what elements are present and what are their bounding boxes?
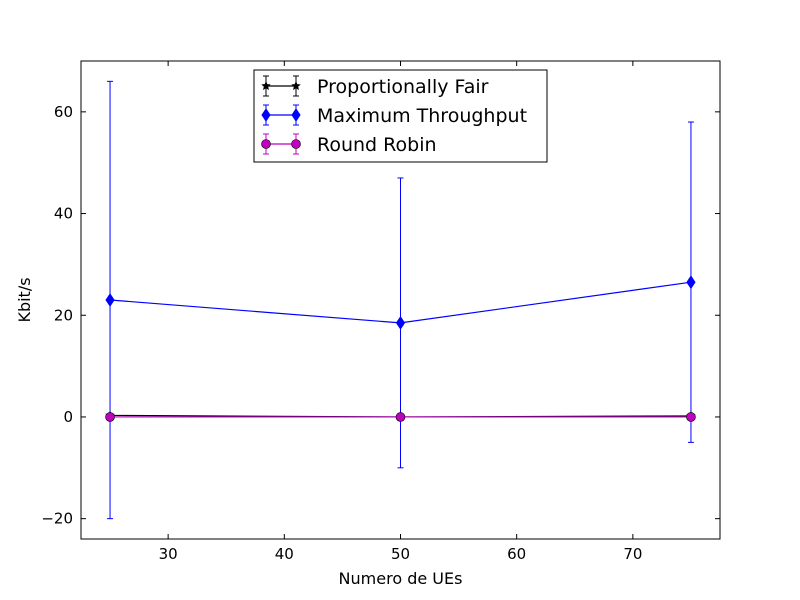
legend-marker bbox=[291, 80, 301, 91]
legend-marker bbox=[261, 139, 271, 149]
data-point bbox=[395, 412, 406, 422]
data-point bbox=[105, 293, 115, 307]
data-point bbox=[395, 315, 406, 330]
legend-label: Maximum Throughput bbox=[317, 105, 527, 127]
y-tick-label: 0 bbox=[63, 408, 73, 426]
legend-label: Round Robin bbox=[317, 134, 437, 156]
x-tick-label: 60 bbox=[507, 545, 526, 563]
data-point bbox=[686, 275, 696, 290]
y-tick-label: −20 bbox=[41, 510, 73, 528]
series-layer bbox=[105, 80, 696, 520]
legend-marker bbox=[261, 80, 271, 91]
axes-layer: 30 40 50 60 70 −20 0 20 40 60 bbox=[41, 60, 721, 563]
x-tick-label: 40 bbox=[275, 545, 294, 563]
legend-label: Proportionally Fair bbox=[317, 76, 489, 98]
legend-marker bbox=[291, 108, 301, 122]
series-2 bbox=[105, 80, 696, 520]
series-3 bbox=[105, 412, 696, 422]
y-tick-label: 20 bbox=[54, 306, 73, 324]
x-tick-label: 30 bbox=[159, 545, 178, 563]
x-tick-label: 50 bbox=[391, 545, 410, 563]
legend-marker bbox=[261, 108, 271, 122]
legend-entry: Maximum Throughput bbox=[261, 104, 527, 127]
data-point bbox=[105, 412, 115, 422]
legend: Proportionally Fair Maximum Throughput Rou… bbox=[253, 69, 548, 163]
y-tick-label: 40 bbox=[54, 205, 73, 223]
y-tick-label: 60 bbox=[54, 103, 73, 121]
x-tick-label: 70 bbox=[623, 545, 642, 563]
legend-marker bbox=[291, 139, 301, 149]
legend-entry: Round Robin bbox=[261, 133, 437, 156]
legend-entry: Proportionally Fair bbox=[261, 75, 489, 98]
legend-frame bbox=[253, 69, 548, 163]
x-axis-label: Numero de UEs bbox=[339, 569, 463, 588]
data-point bbox=[686, 412, 696, 422]
y-axis-label: Kbit/s bbox=[15, 277, 34, 322]
